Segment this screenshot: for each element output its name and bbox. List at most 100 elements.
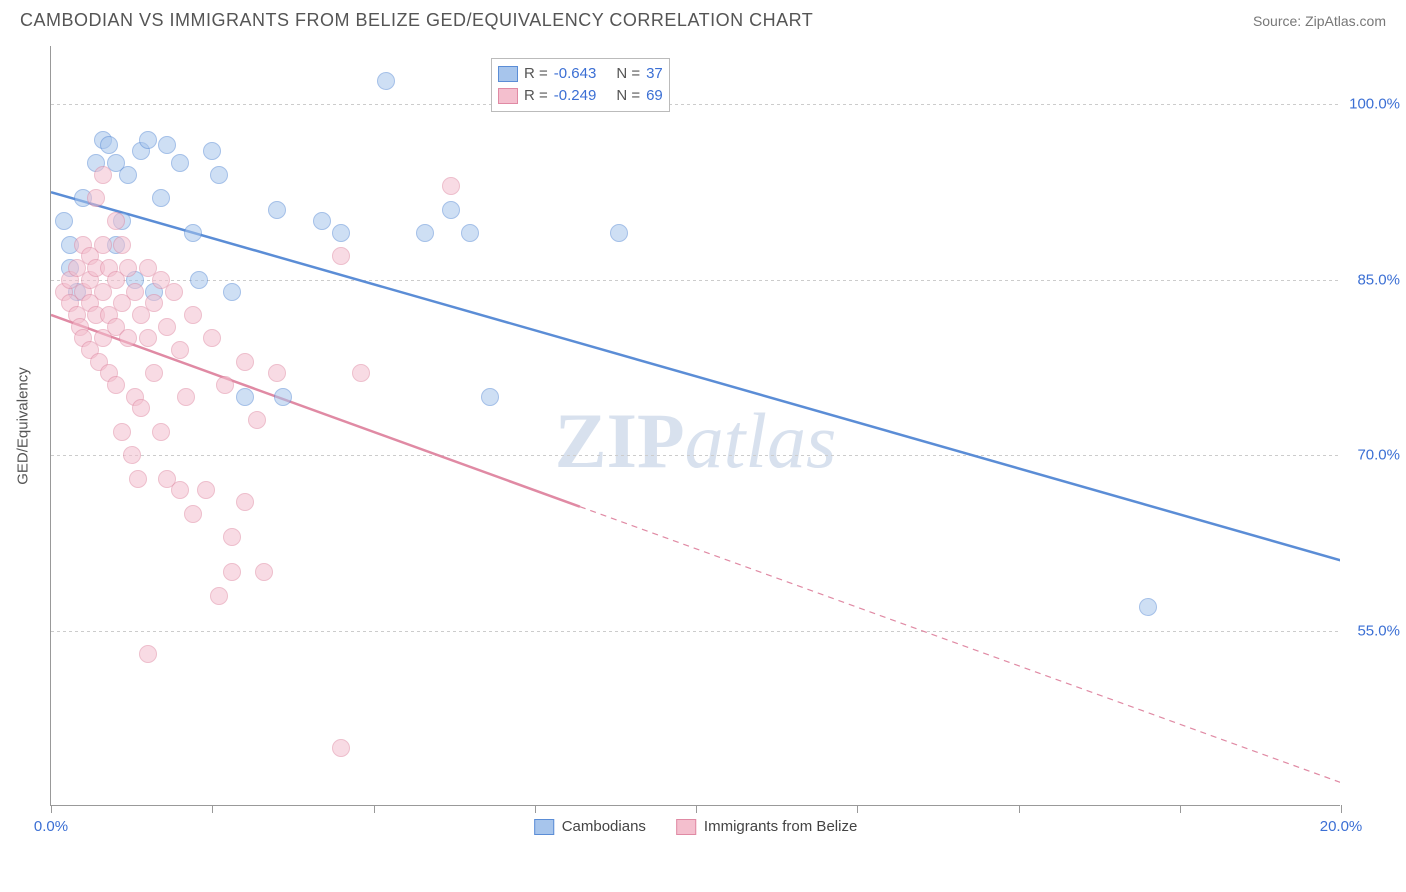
legend-n-value: 37	[646, 63, 663, 85]
data-point	[255, 563, 273, 581]
data-point	[332, 224, 350, 242]
x-tick	[374, 805, 375, 813]
data-point	[332, 247, 350, 265]
legend-swatch	[498, 66, 518, 82]
trend-line-dashed	[580, 507, 1340, 783]
data-point	[210, 587, 228, 605]
data-point	[139, 329, 157, 347]
data-point	[119, 329, 137, 347]
x-tick	[51, 805, 52, 813]
data-point	[94, 166, 112, 184]
legend-n-label: N =	[616, 85, 640, 107]
data-point	[190, 271, 208, 289]
x-tick	[212, 805, 213, 813]
data-point	[442, 201, 460, 219]
data-point	[123, 446, 141, 464]
gridline-h	[51, 280, 1340, 281]
data-point	[184, 306, 202, 324]
data-point	[352, 364, 370, 382]
data-point	[236, 493, 254, 511]
data-point	[100, 136, 118, 154]
data-point	[139, 645, 157, 663]
data-point	[210, 166, 228, 184]
legend-swatch	[534, 819, 554, 835]
data-point	[55, 212, 73, 230]
x-tick	[1180, 805, 1181, 813]
data-point	[94, 236, 112, 254]
data-point	[442, 177, 460, 195]
data-point	[377, 72, 395, 90]
legend-r-label: R =	[524, 85, 548, 107]
chart-title: CAMBODIAN VS IMMIGRANTS FROM BELIZE GED/…	[20, 10, 813, 31]
data-point	[132, 399, 150, 417]
series-legend: Cambodians Immigrants from Belize	[534, 818, 858, 835]
data-point	[1139, 598, 1157, 616]
source-label: Source: ZipAtlas.com	[1253, 13, 1386, 29]
data-point	[158, 318, 176, 336]
data-point	[184, 505, 202, 523]
x-tick-label: 20.0%	[1320, 818, 1363, 835]
x-tick	[1341, 805, 1342, 813]
data-point	[152, 423, 170, 441]
x-tick	[857, 805, 858, 813]
data-point	[145, 364, 163, 382]
data-point	[177, 388, 195, 406]
stats-legend: R = -0.643 N = 37 R = -0.249 N = 69	[491, 58, 670, 112]
legend-n-value: 69	[646, 85, 663, 107]
data-point	[481, 388, 499, 406]
data-point	[248, 411, 266, 429]
data-point	[126, 283, 144, 301]
data-point	[87, 189, 105, 207]
legend-swatch	[498, 88, 518, 104]
data-point	[268, 201, 286, 219]
data-point	[165, 283, 183, 301]
legend-r-value: -0.249	[554, 85, 597, 107]
data-point	[107, 212, 125, 230]
series-label: Immigrants from Belize	[704, 818, 857, 835]
series-label: Cambodians	[562, 818, 646, 835]
data-point	[171, 341, 189, 359]
data-point	[461, 224, 479, 242]
data-point	[223, 528, 241, 546]
data-point	[236, 388, 254, 406]
y-tick-label: 55.0%	[1357, 622, 1400, 639]
data-point	[107, 376, 125, 394]
data-point	[610, 224, 628, 242]
data-point	[274, 388, 292, 406]
data-point	[119, 166, 137, 184]
data-point	[268, 364, 286, 382]
x-tick	[535, 805, 536, 813]
stats-legend-row: R = -0.643 N = 37	[498, 63, 663, 85]
y-tick-label: 70.0%	[1357, 447, 1400, 464]
gridline-h	[51, 104, 1340, 105]
data-point	[197, 481, 215, 499]
data-point	[152, 189, 170, 207]
data-point	[332, 739, 350, 757]
legend-n-label: N =	[616, 63, 640, 85]
gridline-h	[51, 631, 1340, 632]
y-tick-label: 100.0%	[1349, 96, 1400, 113]
data-point	[236, 353, 254, 371]
data-point	[313, 212, 331, 230]
legend-r-label: R =	[524, 63, 548, 85]
data-point	[113, 423, 131, 441]
trend-overlay	[51, 46, 1340, 805]
data-point	[129, 470, 147, 488]
data-point	[113, 236, 131, 254]
series-legend-item: Immigrants from Belize	[676, 818, 857, 835]
watermark: ZIPatlas	[555, 396, 837, 486]
data-point	[223, 283, 241, 301]
data-point	[184, 224, 202, 242]
legend-swatch	[676, 819, 696, 835]
data-point	[203, 142, 221, 160]
data-point	[145, 294, 163, 312]
y-tick-label: 85.0%	[1357, 271, 1400, 288]
legend-r-value: -0.643	[554, 63, 597, 85]
data-point	[171, 154, 189, 172]
series-legend-item: Cambodians	[534, 818, 646, 835]
data-point	[416, 224, 434, 242]
chart-header: CAMBODIAN VS IMMIGRANTS FROM BELIZE GED/…	[0, 0, 1406, 37]
data-point	[158, 136, 176, 154]
gridline-h	[51, 455, 1340, 456]
data-point	[203, 329, 221, 347]
